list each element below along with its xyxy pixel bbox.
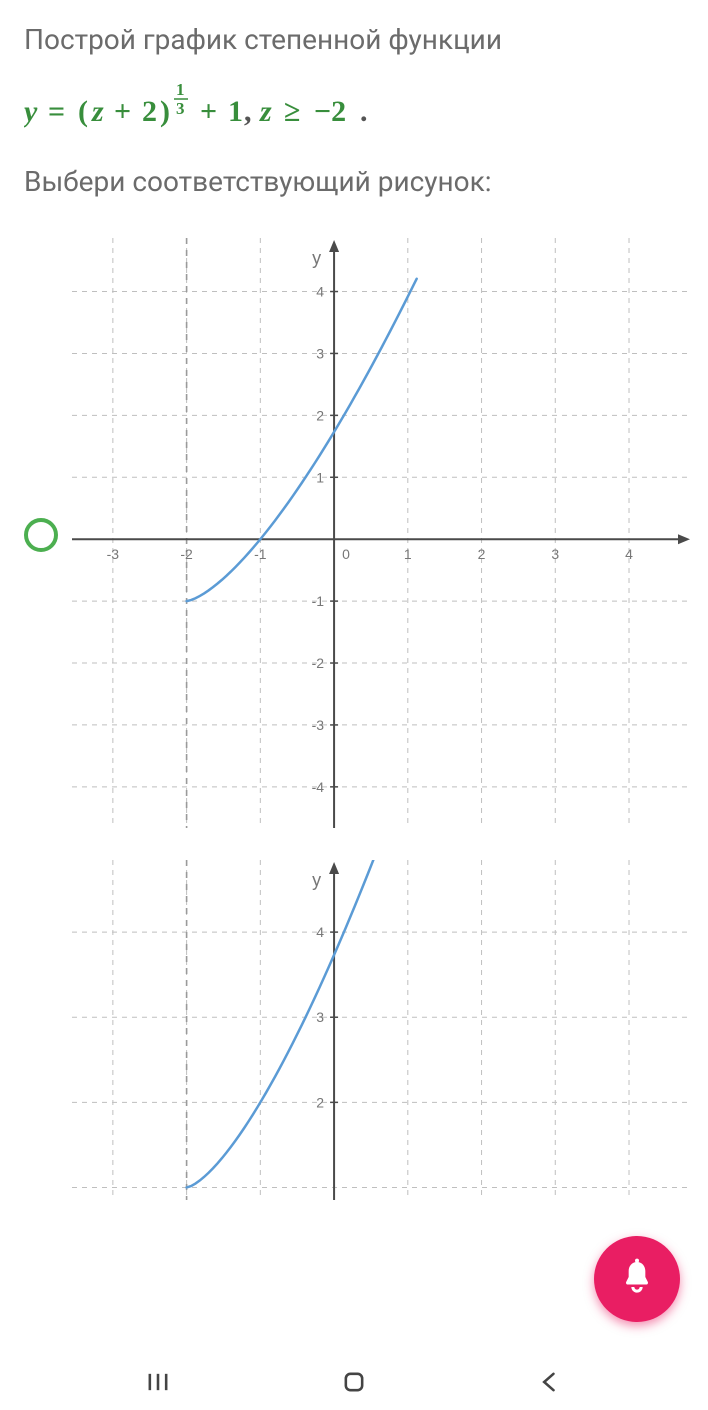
svg-text:-1: -1 xyxy=(312,593,325,609)
svg-text:1: 1 xyxy=(404,546,412,562)
problem-title: Построй график степенной функции xyxy=(24,20,684,59)
svg-text:): ) xyxy=(160,95,170,128)
radio-option-1[interactable] xyxy=(24,518,58,552)
svg-text:-2: -2 xyxy=(180,546,193,562)
option-2[interactable]: y 2 3 4 xyxy=(72,860,684,1204)
svg-text:1: 1 xyxy=(176,80,185,99)
svg-text:=: = xyxy=(48,95,65,128)
home-icon[interactable] xyxy=(340,1368,368,1400)
svg-text:3: 3 xyxy=(551,546,559,562)
instruction: Выбери соответствующий рисунок: xyxy=(24,165,684,198)
bell-icon xyxy=(617,1257,657,1301)
svg-text:+: + xyxy=(114,95,131,128)
svg-text:1: 1 xyxy=(316,469,324,485)
svg-text:−2: −2 xyxy=(314,95,346,128)
svg-text:y: y xyxy=(312,870,321,890)
svg-text:-4: -4 xyxy=(312,779,325,795)
svg-text:2: 2 xyxy=(316,1095,324,1111)
recents-icon[interactable] xyxy=(144,1368,172,1400)
svg-text:3: 3 xyxy=(176,99,185,118)
svg-text:(: ( xyxy=(78,95,88,128)
svg-text:1: 1 xyxy=(228,95,243,128)
svg-text:-1: -1 xyxy=(254,546,267,562)
svg-text:y: y xyxy=(312,248,321,268)
svg-text:2: 2 xyxy=(478,546,486,562)
svg-text:3: 3 xyxy=(316,1009,324,1025)
option-1[interactable]: y -3 -2 -1 0 1 2 3 4 -4 -3 -2 -1 1 2 3 4 xyxy=(24,238,684,832)
svg-text:z: z xyxy=(259,95,272,128)
svg-text:4: 4 xyxy=(316,284,324,300)
svg-text:-2: -2 xyxy=(312,655,325,671)
svg-text:2: 2 xyxy=(142,95,157,128)
svg-text:0: 0 xyxy=(342,546,350,562)
back-icon[interactable] xyxy=(536,1368,564,1400)
svg-text:+: + xyxy=(200,95,217,128)
equation: y = ( z + 2 ) 1 3 + 1 , z ≥ −2 . xyxy=(24,77,684,131)
svg-text:≥: ≥ xyxy=(284,95,300,128)
notification-fab[interactable] xyxy=(594,1236,680,1322)
svg-text:z: z xyxy=(91,95,104,128)
chart-2: y 2 3 4 xyxy=(72,860,692,1204)
chart-1: y -3 -2 -1 0 1 2 3 4 -4 -3 -2 -1 1 2 3 4 xyxy=(72,238,692,832)
svg-text:y: y xyxy=(24,95,38,128)
svg-text:4: 4 xyxy=(316,924,324,940)
svg-text:3: 3 xyxy=(316,346,324,362)
svg-text:2: 2 xyxy=(316,408,324,424)
svg-text:,: , xyxy=(244,95,252,128)
svg-text:-3: -3 xyxy=(107,546,120,562)
svg-text:.: . xyxy=(360,95,368,128)
svg-text:-3: -3 xyxy=(312,717,325,733)
android-navbar xyxy=(0,1358,708,1410)
svg-text:4: 4 xyxy=(625,546,633,562)
